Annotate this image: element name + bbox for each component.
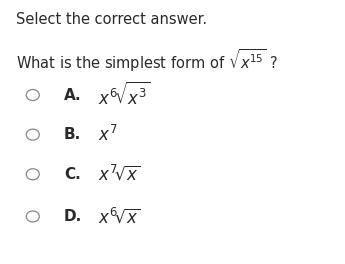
- Text: Select the correct answer.: Select the correct answer.: [16, 12, 207, 27]
- Text: A.: A.: [64, 88, 81, 102]
- Text: What is the simplest form of $\sqrt{x^{15}}$ ?: What is the simplest form of $\sqrt{x^{1…: [16, 48, 278, 74]
- Text: C.: C.: [64, 167, 81, 182]
- Text: D.: D.: [64, 209, 82, 224]
- Text: $x^7$: $x^7$: [98, 125, 118, 145]
- Text: $x^6\!\sqrt{x^3}$: $x^6\!\sqrt{x^3}$: [98, 81, 151, 109]
- Text: B.: B.: [64, 127, 81, 142]
- Text: $x^6\!\sqrt{x}$: $x^6\!\sqrt{x}$: [98, 207, 141, 226]
- Text: $x^7\!\sqrt{x}$: $x^7\!\sqrt{x}$: [98, 164, 141, 184]
